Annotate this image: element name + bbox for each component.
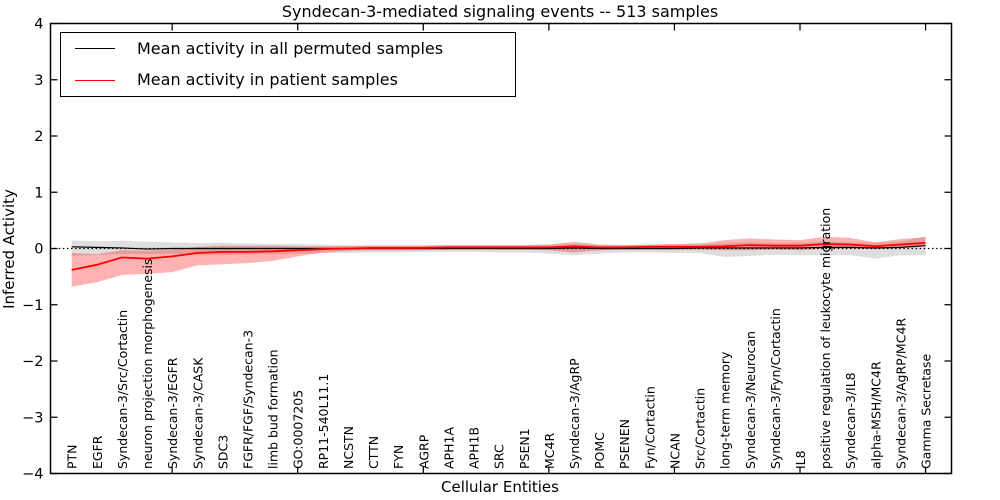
entity-label: neuron projection morphogenesis [140,258,155,469]
entity-label: long-term memory [718,351,733,469]
entity-label: SRC [492,444,507,469]
entity-label: NCAN [667,433,682,469]
y-tick-label: 3 [34,73,43,89]
entity-label: CTTN [366,436,381,469]
entity-label: PTN [65,444,80,469]
entity-label: FGFR/FGF/Syndecan-3 [240,330,255,469]
entity-label: IL8 [793,450,808,469]
entity-label: Syndecan-3/Neurocan [743,331,758,469]
y-tick-label: 4 [34,17,43,33]
entity-label: PSEN1 [517,428,532,469]
legend-label-permuted: Mean activity in all permuted samples [137,38,444,58]
permuted-line-icon [75,48,115,50]
legend-item-patient: Mean activity in patient samples [75,71,515,89]
entity-label: FYN [391,445,406,469]
y-tick-label: 1 [34,185,43,201]
entity-label: positive regulation of leukocyte migrati… [818,208,833,469]
entity-label: alpha-MSH/MC4R [868,361,883,469]
entity-label: EGFR [90,435,105,469]
entity-label: GO:0007205 [291,390,306,469]
y-tick-label: −1 [22,298,43,314]
y-tick-label: −3 [22,410,43,426]
y-tick-label: 2 [34,129,43,145]
patient-line-icon [75,79,115,81]
legend-item-permuted: Mean activity in all permuted samples [75,40,515,58]
entity-label: POMC [592,432,607,469]
entity-label: Src/Cortactin [693,388,708,469]
y-tick-label: −2 [22,354,43,370]
patient-mean-line [71,241,926,271]
entity-label: NCSTN [341,426,356,469]
entity-label: Syndecan-3/Fyn/Cortactin [768,308,783,469]
entity-label: Syndecan-3/IL8 [843,372,858,469]
entity-label: SDC3 [215,435,230,469]
x-axis-title: Cellular Entities [441,478,559,496]
entity-label: PSENEN [617,419,632,469]
legend-label-patient: Mean activity in patient samples [137,70,398,90]
entity-label: Syndecan-3/AgRP/MC4R [893,318,908,469]
entity-label: limb bud formation [266,349,281,469]
entity-label: Syndecan-3/Src/Cortactin [115,310,130,469]
entity-label: Fyn/Cortactin [642,386,657,469]
patient-range-band [71,236,926,287]
entity-label: APH1B [467,427,482,469]
entity-label: APH1A [441,427,456,469]
entity-label: MC4R [542,433,557,469]
y-tick-label: 0 [34,242,43,258]
chart-title: Syndecan-3-mediated signaling events -- … [281,2,719,21]
permuted-mean-line [71,245,926,250]
entity-label: Syndecan-3/AgRP [567,358,582,469]
legend: Mean activity in all permuted samples Me… [60,32,516,97]
entity-label: AGRP [416,434,431,469]
entity-label: Syndecan-3/EGFR [165,357,180,469]
entity-label: Gamma Secretase [919,354,934,469]
y-tick-label: −4 [22,467,43,483]
entity-label: Syndecan-3/CASK [190,357,205,469]
entity-label: RP11-540L11.1 [316,374,331,469]
